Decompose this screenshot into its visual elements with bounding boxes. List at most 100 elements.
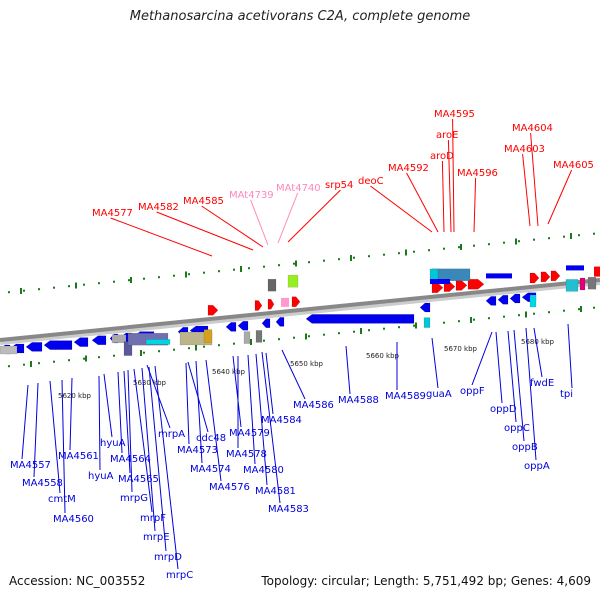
major-tick-mark — [195, 344, 197, 351]
reverse-gene-block — [566, 265, 584, 271]
label-leader-line — [547, 169, 573, 225]
gene-label-lower: MA4573 — [177, 445, 218, 456]
topology-text: Topology: circular; Length: 5,751,492 bp… — [261, 574, 591, 588]
gene-label-upper: MA4604 — [512, 123, 553, 134]
label-leader-line — [525, 327, 537, 461]
gene-label-lower: oppB — [512, 442, 538, 453]
scale-label: 5650 kbp — [290, 360, 324, 368]
scale-label: 5660 kbp — [366, 352, 400, 360]
reverse-gene-arrow — [275, 317, 285, 327]
tick-mark — [8, 291, 10, 294]
tick-mark — [548, 311, 550, 314]
reverse-gene-arrow — [305, 314, 415, 324]
gene-label-lower: tpi — [560, 389, 573, 400]
tick-mark — [173, 274, 175, 277]
upper-tick-row — [8, 232, 595, 294]
label-leader-line — [452, 118, 455, 233]
label-leader-line — [61, 379, 66, 514]
label-leader-line — [287, 189, 341, 243]
major-tick-mark — [350, 255, 352, 261]
tick-mark — [413, 324, 415, 327]
tick-mark — [113, 280, 115, 283]
tick-mark — [98, 282, 100, 285]
reverse-gene-arrow — [43, 340, 73, 350]
label-leader-line — [133, 368, 153, 513]
major-tick-mark — [470, 317, 472, 323]
label-leader-lines — [21, 118, 573, 570]
tick-mark — [308, 335, 310, 338]
gene-label-upper: deoC — [358, 176, 384, 187]
label-leader-line — [205, 359, 222, 482]
label-leader-line — [567, 323, 573, 389]
tick-mark — [263, 339, 265, 342]
tick-mark — [413, 250, 415, 253]
tick-mark — [188, 273, 190, 276]
label-leader-line — [21, 384, 29, 460]
scale-label: 5620 kbp — [58, 392, 92, 400]
map-title: Methanosarcina acetivorans C2A, complete… — [129, 9, 471, 24]
label-leader-line — [530, 132, 539, 227]
label-leader-line — [281, 349, 306, 400]
label-leader-line — [154, 365, 179, 570]
major-tick-mark — [30, 361, 32, 367]
gene-label-lower: MA4564 — [110, 454, 151, 465]
reverse-gene-arrow — [485, 296, 497, 306]
gene-feature-block — [243, 331, 251, 344]
gene-label-lower: cdc48 — [196, 433, 226, 444]
label-leader-line — [156, 211, 254, 251]
gene-label-upper: MA4596 — [457, 168, 498, 179]
gene-label-upper: MAt4739 — [229, 190, 274, 201]
gene-feature-block — [579, 277, 586, 291]
tick-mark — [503, 241, 505, 244]
tick-mark — [293, 336, 295, 339]
gene-label-upper: MA4592 — [388, 163, 429, 174]
tick-mark — [23, 289, 25, 292]
tick-mark — [308, 261, 310, 264]
tick-mark — [218, 270, 220, 273]
reverse-gene-arrow — [419, 302, 431, 313]
gene-feature-block — [423, 317, 431, 328]
tick-mark — [203, 345, 205, 348]
gene-label-lower: MA4558 — [22, 478, 63, 489]
tick-mark — [488, 317, 490, 320]
tick-mark — [533, 238, 535, 241]
label-leader-line — [247, 354, 256, 465]
label-leader-line — [370, 185, 433, 233]
gene-label-lower: MA4583 — [268, 504, 309, 515]
lower-tick-row — [8, 306, 595, 368]
label-leader-line — [103, 373, 113, 438]
label-leader-line — [447, 139, 452, 233]
tick-mark — [158, 350, 160, 353]
gene-label-upper: aroD — [430, 151, 454, 162]
scale-label: 5630 kbp — [133, 379, 167, 387]
label-leader-line — [473, 177, 477, 233]
tick-mark — [83, 283, 85, 286]
major-tick-mark — [250, 339, 252, 345]
gene-label-upper: MA4585 — [183, 196, 224, 207]
gene-label-upper: MAt4740 — [276, 183, 321, 194]
forward-gene-arrow — [529, 272, 540, 284]
tick-mark — [218, 344, 220, 347]
tick-mark — [563, 309, 565, 312]
label-leader-line — [261, 351, 281, 504]
tick-mark — [143, 351, 145, 354]
tick-mark — [398, 252, 400, 255]
tick-mark — [173, 348, 175, 351]
tick-mark — [383, 327, 385, 330]
gene-label-upper: MA4603 — [504, 144, 545, 155]
tick-mark — [353, 256, 355, 259]
label-leader-line — [431, 337, 439, 389]
gene-label-lower: oppC — [504, 423, 530, 434]
major-tick-mark — [140, 350, 142, 356]
label-leader-line — [123, 370, 131, 474]
gene-label-lower: mrpE — [143, 532, 170, 543]
gene-label-upper: srp54 — [325, 180, 353, 191]
tick-mark — [443, 247, 445, 250]
tick-mark — [323, 259, 325, 262]
gene-label-lower: MA4557 — [10, 460, 51, 471]
label-leader-line — [250, 199, 269, 246]
reverse-gene-arrow — [25, 342, 43, 352]
gene-label-lower: MA4584 — [261, 415, 302, 426]
tick-mark — [533, 312, 535, 315]
